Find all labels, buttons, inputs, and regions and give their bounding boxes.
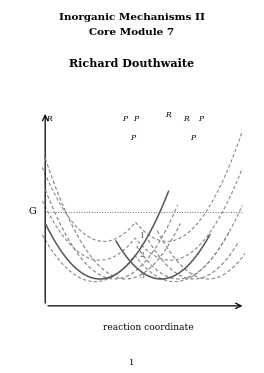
Text: Richard Douthwaite: Richard Douthwaite (69, 58, 195, 69)
Text: 1: 1 (129, 360, 135, 367)
Text: 1: 1 (140, 232, 144, 240)
Text: Core Module 7: Core Module 7 (89, 28, 175, 37)
Text: P: P (191, 134, 196, 142)
Text: 2: 2 (139, 251, 144, 259)
Text: R: R (165, 111, 170, 119)
Text: P: P (122, 115, 127, 123)
Text: P: P (198, 115, 203, 123)
Text: Inorganic Mechanisms II: Inorganic Mechanisms II (59, 13, 205, 22)
Text: P: P (130, 134, 136, 142)
Text: reaction coordinate: reaction coordinate (103, 323, 194, 332)
Text: P: P (133, 115, 139, 123)
Text: R: R (183, 115, 189, 123)
Text: G: G (29, 207, 36, 216)
Text: 3: 3 (139, 272, 144, 280)
Text: R: R (46, 115, 52, 123)
